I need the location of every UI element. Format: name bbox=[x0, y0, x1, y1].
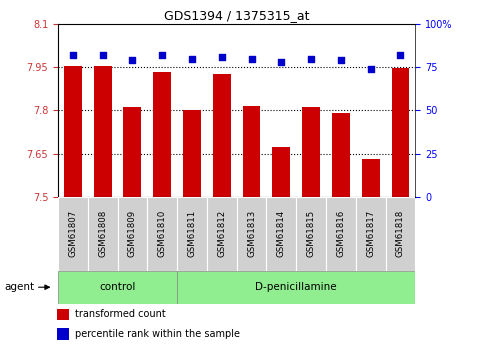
Bar bbox=[272, 147, 290, 197]
Point bbox=[278, 59, 285, 65]
Point bbox=[248, 56, 256, 61]
Bar bbox=[177, 197, 207, 271]
Bar bbox=[207, 197, 237, 271]
Text: GSM61812: GSM61812 bbox=[217, 210, 226, 257]
Point bbox=[307, 56, 315, 61]
Text: GSM61818: GSM61818 bbox=[396, 210, 405, 257]
Bar bbox=[124, 107, 142, 197]
Text: GSM61809: GSM61809 bbox=[128, 210, 137, 257]
Point bbox=[397, 52, 404, 58]
Bar bbox=[356, 197, 385, 271]
Bar bbox=[147, 197, 177, 271]
Text: control: control bbox=[99, 282, 136, 292]
Point bbox=[158, 52, 166, 58]
Text: agent: agent bbox=[4, 282, 35, 292]
Bar bbox=[267, 197, 296, 271]
Bar bbox=[296, 197, 326, 271]
Point bbox=[99, 52, 107, 58]
Text: GSM61816: GSM61816 bbox=[337, 210, 345, 257]
Text: transformed count: transformed count bbox=[75, 309, 166, 319]
Bar bbox=[242, 106, 260, 197]
Point bbox=[69, 52, 77, 58]
Text: GSM61811: GSM61811 bbox=[187, 210, 197, 257]
Text: GSM61814: GSM61814 bbox=[277, 210, 286, 257]
Bar bbox=[57, 308, 69, 320]
Text: GSM61817: GSM61817 bbox=[366, 210, 375, 257]
Bar bbox=[385, 197, 415, 271]
Text: GSM61813: GSM61813 bbox=[247, 210, 256, 257]
Bar bbox=[302, 107, 320, 197]
Bar bbox=[183, 110, 201, 197]
Bar bbox=[117, 197, 147, 271]
Point bbox=[367, 66, 375, 72]
Text: GSM61808: GSM61808 bbox=[98, 210, 107, 257]
Text: percentile rank within the sample: percentile rank within the sample bbox=[75, 329, 240, 339]
Bar bbox=[58, 197, 88, 271]
Bar bbox=[177, 271, 415, 304]
Point bbox=[337, 58, 345, 63]
Bar bbox=[237, 197, 267, 271]
Bar bbox=[64, 66, 82, 197]
Bar bbox=[57, 328, 69, 340]
Bar bbox=[362, 159, 380, 197]
Bar bbox=[392, 68, 410, 197]
Point bbox=[128, 58, 136, 63]
Bar bbox=[58, 271, 177, 304]
Text: GSM61810: GSM61810 bbox=[158, 210, 167, 257]
Point bbox=[218, 54, 226, 60]
Bar bbox=[94, 66, 112, 197]
Text: GSM61807: GSM61807 bbox=[69, 210, 77, 257]
Bar bbox=[153, 72, 171, 197]
Point bbox=[188, 56, 196, 61]
Bar bbox=[88, 197, 117, 271]
Bar bbox=[213, 73, 231, 197]
Title: GDS1394 / 1375315_at: GDS1394 / 1375315_at bbox=[164, 9, 310, 22]
Text: D-penicillamine: D-penicillamine bbox=[256, 282, 337, 292]
Text: GSM61815: GSM61815 bbox=[307, 210, 315, 257]
Bar bbox=[332, 113, 350, 197]
Bar bbox=[326, 197, 356, 271]
